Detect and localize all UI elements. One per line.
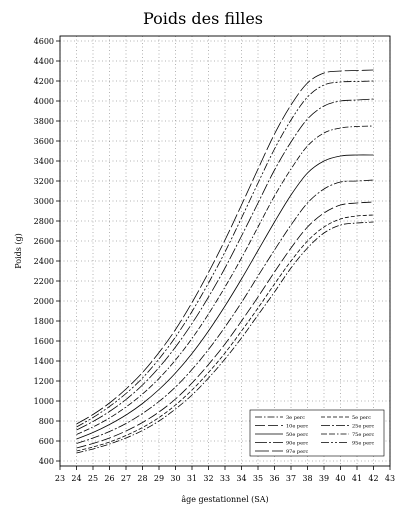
y-tick-label: 2800 <box>34 217 54 226</box>
x-tick-label: 41 <box>352 474 362 483</box>
x-tick-label: 30 <box>170 474 180 483</box>
legend-label: 95e perc <box>352 441 374 447</box>
chart-title: Poids des filles <box>143 9 263 28</box>
x-tick-label: 32 <box>203 474 213 483</box>
x-axis-ticks: 23 24 25 26 27 28 29 30 31 32 33 34 35 36 37 38 39 40 41 42… <box>55 466 395 483</box>
y-tick-label: 3400 <box>34 157 54 166</box>
legend-label: 3e perc <box>286 415 305 421</box>
y-tick-label: 3800 <box>34 117 54 126</box>
x-tick-label: 40 <box>335 474 345 483</box>
series-line-75e-perc <box>76 125 374 435</box>
y-tick-label: 2200 <box>34 277 54 286</box>
y-axis-label: Poids (g) <box>14 233 23 269</box>
legend-label: 5e perc <box>352 415 371 421</box>
y-axis-ticks: 400 600 800 1000 1200 1400 1600 1800 2000 2200 240… <box>34 37 60 466</box>
y-tick-label: 3000 <box>34 197 54 206</box>
legend-label: 10e perc <box>286 424 308 430</box>
x-tick-label: 33 <box>220 474 230 483</box>
y-tick-label: 1000 <box>34 397 54 406</box>
series-line-25e-perc <box>76 179 374 444</box>
x-tick-label: 26 <box>104 474 114 483</box>
x-tick-label: 28 <box>137 474 147 483</box>
x-tick-label: 35 <box>253 474 263 483</box>
x-tick-label: 42 <box>368 474 378 483</box>
legend: 3e perc 5e perc 10e perc 25e perc 50e perc 75… <box>249 409 385 457</box>
x-tick-label: 23 <box>55 474 65 483</box>
grid <box>59 36 391 466</box>
y-tick-label: 2600 <box>34 237 54 246</box>
y-tick-label: 3200 <box>34 177 54 186</box>
y-tick-label: 1800 <box>34 317 54 326</box>
series-line-50e-perc <box>76 154 374 440</box>
series-line-10e-perc <box>76 201 374 449</box>
x-tick-label: 29 <box>154 474 164 483</box>
x-tick-label: 43 <box>385 474 395 483</box>
legend-label: 25e perc <box>352 424 374 430</box>
series-line-97e-perc <box>76 69 374 425</box>
series-line-5e-perc <box>76 214 374 452</box>
y-tick-label: 4200 <box>34 77 54 86</box>
legend-box <box>249 409 385 457</box>
x-tick-label: 37 <box>286 474 296 483</box>
x-tick-label: 25 <box>88 474 98 483</box>
y-tick-label: 1400 <box>34 357 54 366</box>
x-tick-label: 24 <box>71 474 81 483</box>
y-tick-label: 2400 <box>34 257 54 266</box>
legend-label: 75e perc <box>352 432 374 438</box>
x-tick-label: 38 <box>302 474 312 483</box>
legend-label: 90e perc <box>286 441 308 447</box>
legend-label: 97e perc <box>286 449 308 455</box>
y-tick-label: 4000 <box>34 97 54 106</box>
x-tick-label: 34 <box>236 474 246 483</box>
x-tick-label: 36 <box>269 474 279 483</box>
x-tick-label: 39 <box>319 474 329 483</box>
series-line-90e-perc <box>76 98 374 431</box>
y-tick-label: 1200 <box>34 377 54 386</box>
x-tick-label: 31 <box>187 474 197 483</box>
y-tick-label: 600 <box>39 437 54 446</box>
y-tick-label: 3600 <box>34 137 54 146</box>
y-tick-label: 800 <box>39 417 54 426</box>
legend-label: 50e perc <box>286 432 308 438</box>
series-line-95e-perc <box>76 80 374 428</box>
series-line-3e-perc <box>76 221 374 454</box>
plot-frame <box>59 35 391 467</box>
y-tick-label: 4400 <box>34 57 54 66</box>
y-tick-label: 2000 <box>34 297 54 306</box>
x-axis-label: âge gestationnel (SA) <box>181 495 268 504</box>
y-tick-label: 400 <box>39 457 54 466</box>
y-tick-label: 1600 <box>34 337 54 346</box>
x-tick-label: 27 <box>121 474 131 483</box>
series <box>76 69 374 454</box>
y-tick-label: 4600 <box>34 37 54 46</box>
